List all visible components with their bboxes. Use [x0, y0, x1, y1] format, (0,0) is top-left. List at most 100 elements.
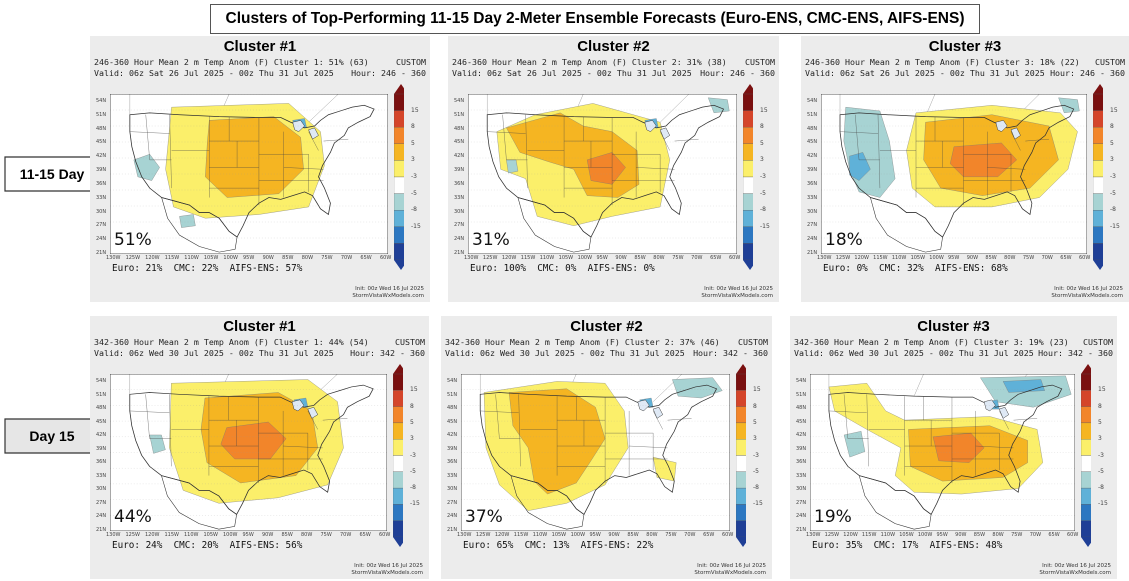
longitude-label: 105W	[203, 255, 219, 261]
latitude-label: 45N	[807, 139, 818, 146]
state-boundary	[525, 114, 528, 189]
state-boundary	[1013, 418, 1038, 421]
colorbar-tick-label: -3	[1098, 451, 1104, 459]
colorbar-tick-label: 8	[1110, 123, 1114, 131]
cluster-panel: Cluster #1 342-360 Hour Mean 2 m Temp Ano…	[90, 316, 429, 579]
longitude-label: 115W	[520, 255, 536, 261]
great-lakes	[637, 399, 664, 419]
aifs-share: AIFS-ENS: 0%	[587, 263, 655, 274]
euro-share: Euro: 65%	[463, 540, 514, 551]
source-credit: Init: 00z Wed 16 Jul 2025 StormVistaWxMod…	[701, 286, 773, 300]
state-boundary	[323, 139, 349, 142]
state-boundary	[129, 131, 170, 134]
state-boundary	[307, 410, 318, 430]
longitude-label: 60W	[1067, 532, 1079, 538]
source-credit: Init: 00z Wed 16 Jul 2025 StormVistaWxMod…	[351, 563, 423, 577]
longitude-label: 95W	[948, 255, 960, 261]
map-header-line2: Valid: 06z Wed 30 Jul 2025 - 00z Thu 31 …	[445, 348, 768, 358]
temperature-anomaly-map	[468, 94, 737, 254]
latitude-label: 27N	[807, 222, 818, 229]
longitude-label: 130W	[806, 532, 821, 538]
longitude-label: 85W	[973, 532, 986, 538]
colorbar-tick-label: 5	[760, 139, 764, 147]
cluster-panel: Cluster #2 246-360 Hour Mean 2 m Temp Ano…	[448, 36, 779, 302]
longitude-label: 115W	[873, 255, 888, 261]
state-boundary	[1010, 131, 1021, 151]
latitude-label: 30N	[96, 486, 107, 493]
colorbar	[393, 364, 403, 547]
longitude-label: 70W	[684, 532, 696, 538]
colorbar-segment	[1081, 373, 1091, 391]
model-membership: Euro: 0% CMC: 32% AIFS-ENS: 68%	[823, 263, 1008, 274]
map-header-line2: Valid: 06z Wed 30 Jul 2025 - 00z Thu 31 …	[794, 348, 1113, 358]
colorbar	[1093, 84, 1103, 270]
colorbar-segment	[1093, 93, 1103, 111]
colorbar-tick-label: 3	[411, 156, 415, 164]
colorbar-tick-label: -3	[760, 173, 766, 180]
state-boundary	[636, 167, 675, 170]
colorbar-segment	[394, 143, 404, 161]
longitude-label: 120W	[843, 532, 858, 538]
longitude-label: 60W	[379, 532, 391, 538]
colorbar-tick-label: -15	[1098, 500, 1108, 508]
map-header-line2: Valid: 06z Wed 30 Jul 2025 - 00z Thu 31 …	[94, 348, 425, 358]
colorbar-segment	[1093, 143, 1103, 161]
colorbar-tick-label: 5	[1110, 139, 1114, 147]
colorbar-tick-label: 8	[753, 402, 757, 410]
latitude-label: 48N	[796, 405, 807, 412]
cluster-percentage: 44%	[114, 507, 152, 527]
colorbar-segment	[393, 390, 403, 407]
colorbar-tick-label: 8	[411, 123, 415, 131]
map-header-line1: 246-360 Hour Mean 2 m Temp Anom (F) Clus…	[94, 57, 426, 67]
row-label-text: Day 15	[29, 428, 75, 444]
longitude-label: 100W	[223, 532, 238, 538]
mexico-outline	[517, 197, 592, 253]
init-time: Init: 00z Wed 16 Jul 2025	[704, 286, 773, 292]
latitude-label: 48N	[807, 125, 818, 132]
great-lakes	[291, 399, 319, 419]
custom-tag: CUSTOM	[738, 337, 768, 347]
colorbar-segment	[393, 520, 403, 538]
colorbar-tick-label: -15	[410, 500, 420, 508]
colorbar-segment	[393, 471, 403, 489]
colorbar-segment	[1081, 520, 1091, 538]
row-label-text: 11-15 Day	[19, 166, 85, 182]
colorbar-segment	[736, 520, 746, 538]
latitude-label: 39N	[807, 167, 818, 174]
colorbar-tick-label: -3	[753, 451, 759, 459]
colorbar-tick-label: 8	[760, 123, 764, 131]
colorbar-tick-label: 3	[1110, 156, 1114, 164]
cluster-panel: Cluster #3 342-360 Hour Mean 2 m Temp Ano…	[790, 316, 1117, 579]
latitude-label: 33N	[796, 472, 807, 479]
colorbar-top-arrow	[394, 84, 404, 94]
colorbar-segment	[1081, 504, 1091, 521]
longitude-label: 90W	[262, 255, 274, 261]
anomaly-fill-layer	[149, 379, 344, 504]
state-boundary	[839, 131, 879, 134]
longitude-label: 80W	[301, 255, 314, 261]
longitude-label: 100W	[917, 532, 933, 538]
state-boundary	[169, 114, 172, 189]
latitude-label: 21N	[454, 250, 465, 256]
latitude-label: 48N	[454, 125, 465, 132]
latitude-label: 30N	[454, 208, 465, 215]
colorbar-segment	[393, 455, 403, 472]
colorbar-segment	[736, 390, 746, 407]
cluster-panel: Cluster #2 342-360 Hour Mean 2 m Temp Ano…	[441, 316, 772, 579]
anomaly-contour-region	[586, 152, 626, 185]
state-boundary	[1025, 139, 1050, 142]
longitude-label: 85W	[282, 255, 294, 261]
longitude-label: 90W	[955, 532, 967, 538]
latitude-label: 42N	[96, 432, 107, 439]
longitude-label: 75W	[1011, 532, 1023, 538]
colorbar-segment	[743, 160, 753, 178]
colorbar-tick-label: 5	[1098, 418, 1102, 426]
colorbar-segment	[1081, 487, 1091, 505]
longitude-label: 120W	[145, 255, 160, 261]
custom-tag: CUSTOM	[1095, 57, 1125, 67]
map-header-line2: Valid: 06z Sat 26 Jul 2025 - 00z Thu 31 …	[805, 68, 1125, 78]
colorbar-segment	[394, 110, 404, 128]
colorbar-segment	[743, 193, 753, 211]
longitude-label: 125W	[125, 255, 141, 261]
aifs-share: AIFS-ENS: 68%	[934, 263, 1008, 274]
